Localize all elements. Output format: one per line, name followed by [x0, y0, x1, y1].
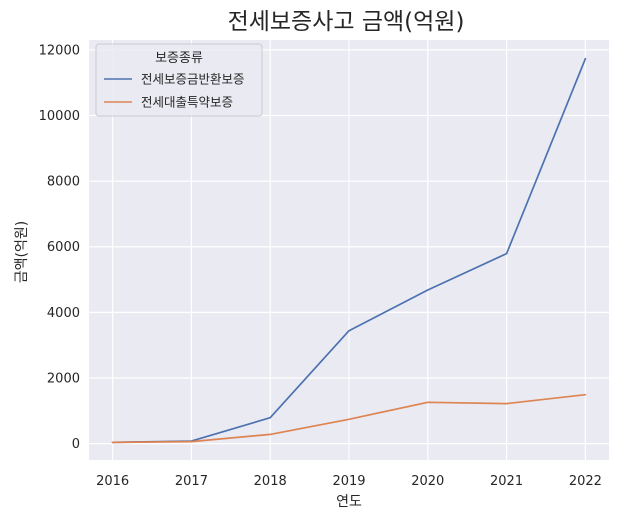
y-tick-label: 10000: [39, 109, 80, 124]
x-tick-label: 2017: [175, 474, 208, 489]
x-tick-label: 2018: [254, 474, 287, 489]
series-lines: [111, 57, 587, 444]
x-axis-label: 연도: [336, 494, 362, 510]
legend-title: 보증종류: [155, 51, 203, 66]
y-tick-label: 4000: [47, 306, 80, 321]
tick-labels: 0 2000 4000 6000 8000 10000 12000 2016 2017 2018 2…: [39, 43, 602, 489]
x-tick-label: 2019: [332, 474, 365, 489]
y-axis-label: 금액(억원): [14, 221, 30, 283]
legend-box: [95, 43, 263, 117]
legend: 보증종류 전세보증금반환보증 전세대출특약보증: [95, 43, 263, 117]
chart-title: 전세보증사고 금액(억원): [228, 9, 465, 35]
y-tick-label: 0: [72, 437, 80, 452]
y-tick-label: 6000: [47, 240, 80, 255]
y-tick-label: 8000: [47, 175, 80, 190]
legend-label-series-2: 전세대출특약보증: [141, 95, 233, 110]
y-tick-label: 2000: [47, 371, 80, 386]
x-tick-label: 2021: [490, 474, 523, 489]
legend-label-series-1: 전세보증금반환보증: [141, 72, 245, 87]
series-line-2: [111, 393, 587, 444]
y-tick-label: 12000: [39, 43, 80, 58]
x-tick-label: 2016: [96, 474, 129, 489]
x-tick-label: 2022: [569, 474, 602, 489]
x-tick-label: 2020: [411, 474, 444, 489]
